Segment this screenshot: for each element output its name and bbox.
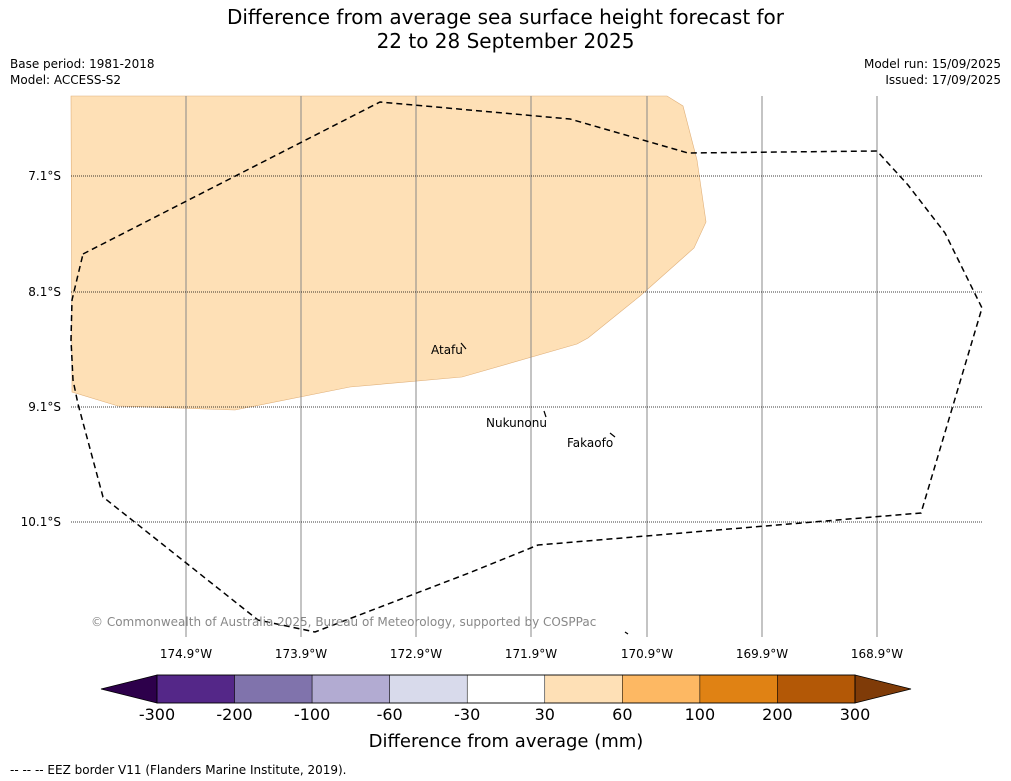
colorbar-tick-label: -200	[216, 705, 252, 724]
place-label-fakaofo: Fakaofo	[567, 436, 613, 450]
longitude-labels: 174.9°W 173.9°W 172.9°W 171.9°W 170.9°W …	[160, 647, 903, 661]
place-label-nukunonu: Nukunonu	[486, 416, 547, 430]
colorbar-segment	[156, 674, 235, 704]
colorbar-label: Difference from average (mm)	[369, 731, 644, 752]
meta-right: Model run: 15/09/2025 Issued: 17/09/2025	[864, 56, 1001, 88]
colorbar-segment	[699, 674, 778, 704]
colorbar-segment	[234, 674, 313, 704]
lon-label-172-9w: 172.9°W	[390, 647, 442, 661]
colorbar: -300 -200 -100 -60 -30 30 60 100 200 300 Differen…	[100, 674, 912, 752]
latitude-labels: 7.1°S 8.1°S 9.1°S 10.1°S	[21, 169, 61, 529]
meridian-lines	[185, 96, 878, 637]
colorbar-under-arrow	[100, 674, 158, 704]
islands	[460, 342, 629, 635]
colorbar-outline	[156, 674, 856, 704]
title-line-1: Difference from average sea surface heig…	[226, 5, 785, 29]
colorbar-segment	[544, 674, 623, 704]
lon-label-169-9w: 169.9°W	[736, 647, 788, 661]
colorbar-tick-label: 300	[840, 705, 871, 724]
lon-label-173-9w: 173.9°W	[275, 647, 327, 661]
colorbar-tick-label: -300	[139, 705, 175, 724]
lat-label-8-1s: 8.1°S	[28, 285, 61, 299]
colorbar-over-arrow	[854, 674, 912, 704]
title-line-2: 22 to 28 September 2025	[376, 29, 635, 53]
lon-label-174-9w: 174.9°W	[160, 647, 212, 661]
anomaly-region-30-60mm	[70, 95, 707, 411]
model-run: Model run: 15/09/2025	[863, 57, 1001, 71]
small-island-mark	[624, 631, 629, 635]
nukunonu-island-mark	[543, 410, 547, 418]
lon-label-168-9w: 168.9°W	[851, 647, 903, 661]
atafu-island-mark	[460, 342, 467, 350]
place-label-atafu: Atafu	[431, 343, 463, 357]
colorbar-tick-labels: -300 -200 -100 -60 -30 30 60 100 200 300	[139, 705, 870, 724]
map-title: Difference from average sea surface heig…	[0, 5, 1011, 53]
lon-label-170-9w: 170.9°W	[621, 647, 673, 661]
copyright-notice: © Commonwealth of Australia 2025, Bureau…	[91, 615, 596, 629]
colorbar-tick-label: -60	[377, 705, 403, 724]
colorbar-segment	[622, 674, 701, 704]
lat-label-10-1s: 10.1°S	[21, 515, 61, 529]
fakaofo-island-mark	[609, 432, 616, 438]
colorbar-tick-label: 60	[612, 705, 632, 724]
lon-label-171-9w: 171.9°W	[505, 647, 557, 661]
colorbar-segments	[156, 674, 856, 704]
lat-label-7-1s: 7.1°S	[28, 169, 61, 183]
colorbar-tick-label: 100	[685, 705, 716, 724]
colorbar-tick-label: 200	[762, 705, 793, 724]
colorbar-segment	[777, 674, 856, 704]
colorbar-tick-label: 30	[535, 705, 555, 724]
model-name: Model: ACCESS-S2	[10, 73, 122, 87]
colorbar-tick-label: -30	[454, 705, 480, 724]
colorbar-segment	[311, 674, 390, 704]
eez-border	[70, 101, 983, 633]
colorbar-tick-label: -100	[294, 705, 330, 724]
eez-legend-note: -- -- -- EEZ border V11 (Flanders Marine…	[10, 763, 347, 777]
base-period: Base period: 1981-2018	[10, 57, 155, 71]
colorbar-segment	[389, 674, 468, 704]
colorbar-segment	[466, 674, 546, 704]
map-panel: Atafu Nukunonu Fakaofo © Commonwealth of…	[70, 95, 983, 637]
meta-left: Base period: 1981-2018 Model: ACCESS-S2	[10, 56, 155, 88]
issued-date: Issued: 17/09/2025	[885, 73, 1001, 87]
lat-label-9-1s: 9.1°S	[28, 400, 61, 414]
